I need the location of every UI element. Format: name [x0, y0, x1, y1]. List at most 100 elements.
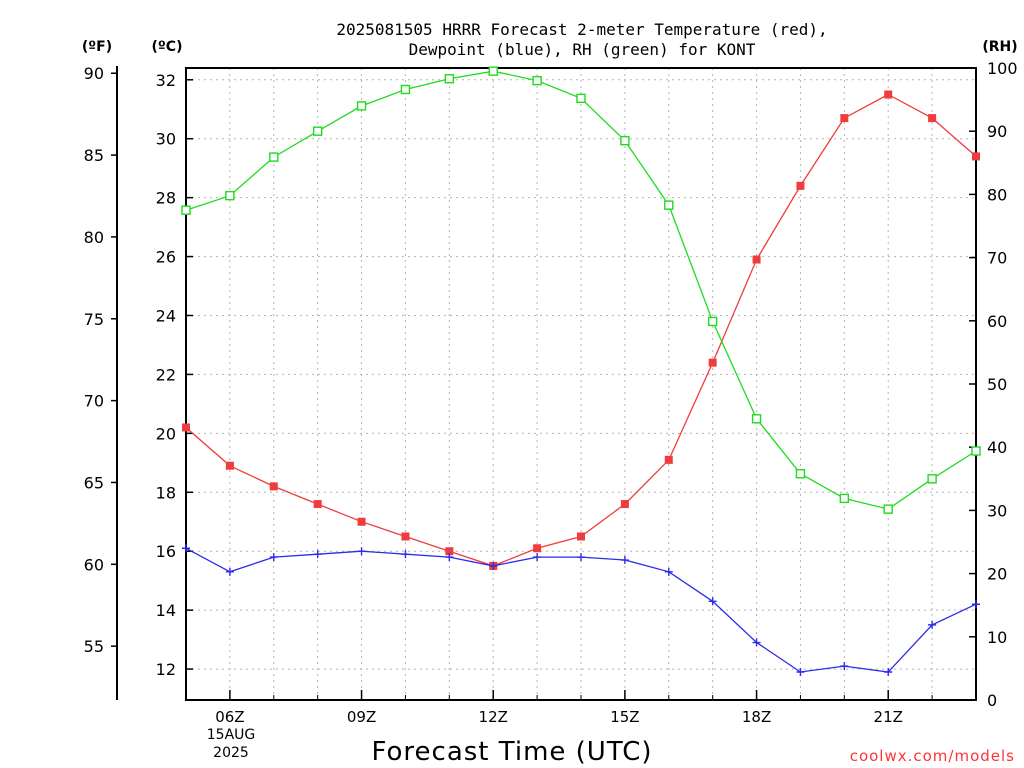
- time-tick-label: 15Z: [610, 708, 639, 726]
- celsius-tick-label: 18: [156, 483, 176, 502]
- celsius-tick-label: 22: [156, 365, 176, 384]
- dewpoint-point: [445, 553, 454, 562]
- temperature-point: [620, 500, 629, 509]
- date-label-year: 2025: [213, 745, 249, 761]
- rh-point: [532, 75, 542, 86]
- rh-tick-label: 0: [987, 691, 997, 710]
- time-tick-label: 21Z: [874, 708, 903, 726]
- rh-point: [444, 74, 455, 84]
- dewpoint-point: [577, 553, 585, 562]
- rh-point: [707, 316, 718, 327]
- celsius-tick-label: 20: [156, 424, 176, 443]
- rh-tick-label: 90: [987, 122, 1007, 141]
- fahrenheit-tick-label: 65: [84, 473, 104, 492]
- rh-point: [400, 84, 411, 95]
- temperature-point: [533, 544, 542, 553]
- date-label-day: 15AUG: [207, 727, 256, 743]
- rh-series: [181, 66, 981, 514]
- rh-point: [269, 152, 279, 162]
- temperature-point: [840, 114, 849, 123]
- time-tick-label: 09Z: [347, 708, 376, 726]
- rh-tick-label: 50: [987, 375, 1007, 394]
- temperature-point: [664, 455, 673, 464]
- dewpoint-point: [489, 561, 498, 570]
- temperature-point: [182, 423, 190, 432]
- celsius-tick-label: 14: [156, 601, 176, 620]
- fahrenheit-tick-label: 80: [84, 228, 104, 247]
- rh-point: [883, 504, 893, 514]
- x-axis-label: Forecast Time (UTC): [371, 737, 652, 767]
- dewpoint-point: [313, 550, 322, 559]
- dewpoint-point: [840, 662, 849, 671]
- fahrenheit-tick-label: 55: [84, 637, 104, 656]
- celsius-axis: 12 14 16 18 20 22 24 26 28 30 32: [156, 71, 193, 679]
- dewpoint-point: [357, 547, 366, 556]
- plot-frame: [185, 67, 977, 701]
- dewpoint-point: [269, 553, 278, 562]
- fahrenheit-unit-label: (ºF): [82, 39, 112, 55]
- dewpoint-point: [225, 567, 234, 576]
- temperature-point: [928, 114, 937, 123]
- rh-tick-label: 100: [987, 59, 1018, 78]
- chart-title-line-1: 2025081505 HRRR Forecast 2-meter Tempera…: [336, 20, 827, 39]
- rh-point: [312, 126, 323, 136]
- dewpoint-point: [664, 567, 673, 576]
- celsius-tick-label: 24: [156, 306, 176, 325]
- fahrenheit-tick-label: 85: [84, 146, 104, 165]
- rh-point: [576, 93, 586, 104]
- temperature-point: [708, 358, 717, 367]
- time-tick-label: 12Z: [479, 708, 508, 726]
- rh-point: [181, 205, 191, 215]
- rh-point: [839, 493, 850, 504]
- celsius-tick-label: 26: [156, 248, 176, 267]
- dewpoint-point: [884, 668, 893, 677]
- plot-border: [185, 67, 977, 701]
- dewpoint-point: [533, 553, 542, 562]
- dewpoint-point: [620, 556, 629, 565]
- dewpoint-point: [796, 668, 805, 677]
- celsius-tick-label: 28: [156, 189, 176, 208]
- rh-tick-label: 80: [987, 185, 1007, 204]
- temperature-point: [445, 547, 454, 556]
- rh-tick-label: 30: [987, 501, 1007, 520]
- chart-title-line-2: Dewpoint (blue), RH (green) for KONT: [409, 40, 756, 59]
- watermark: coolwx.com/models: [850, 747, 1015, 765]
- celsius-tick-label: 32: [156, 71, 176, 90]
- rh-tick-label: 20: [987, 565, 1007, 584]
- rh-tick-label: 10: [987, 628, 1007, 647]
- dewpoint-point: [401, 550, 410, 559]
- temperature-point: [796, 181, 805, 190]
- rh-tick-label: 70: [987, 249, 1007, 268]
- rh-point: [356, 101, 367, 111]
- rh-point: [795, 469, 806, 479]
- fahrenheit-axis: 55 60 65 70 75 80 85 90: [84, 64, 118, 700]
- rh-point: [225, 190, 235, 201]
- temperature-point: [313, 500, 322, 509]
- grid-lines: [186, 68, 976, 700]
- fahrenheit-tick-label: 90: [84, 64, 104, 83]
- dewpoint-point: [928, 620, 937, 629]
- series-layer: [181, 66, 981, 677]
- temperature-point: [357, 517, 366, 526]
- time-axis: 06Z 09Z 12Z 15Z 18Z 21Z: [185, 690, 977, 726]
- rh-point: [927, 474, 937, 484]
- rh-unit-label: (RH): [982, 39, 1017, 55]
- dewpoint-point: [972, 600, 980, 609]
- rh-tick-label: 60: [987, 312, 1007, 331]
- fahrenheit-tick-label: 70: [84, 392, 104, 411]
- dewpoint-point: [708, 597, 717, 606]
- dewpoint-point: [752, 638, 761, 647]
- dewpoint-point: [182, 544, 190, 553]
- celsius-tick-label: 12: [156, 660, 176, 679]
- time-tick-label: 18Z: [742, 708, 771, 726]
- rh-point: [620, 135, 630, 146]
- temperature-series: [182, 90, 980, 570]
- temperature-point: [269, 482, 278, 491]
- temperature-point: [972, 152, 980, 161]
- temperature-point: [225, 461, 234, 470]
- time-tick-label: 06Z: [215, 708, 244, 726]
- celsius-tick-label: 16: [156, 542, 176, 561]
- fahrenheit-tick-label: 75: [84, 310, 104, 329]
- celsius-unit-label: (ºC): [152, 39, 183, 55]
- fahrenheit-tick-label: 60: [84, 555, 104, 574]
